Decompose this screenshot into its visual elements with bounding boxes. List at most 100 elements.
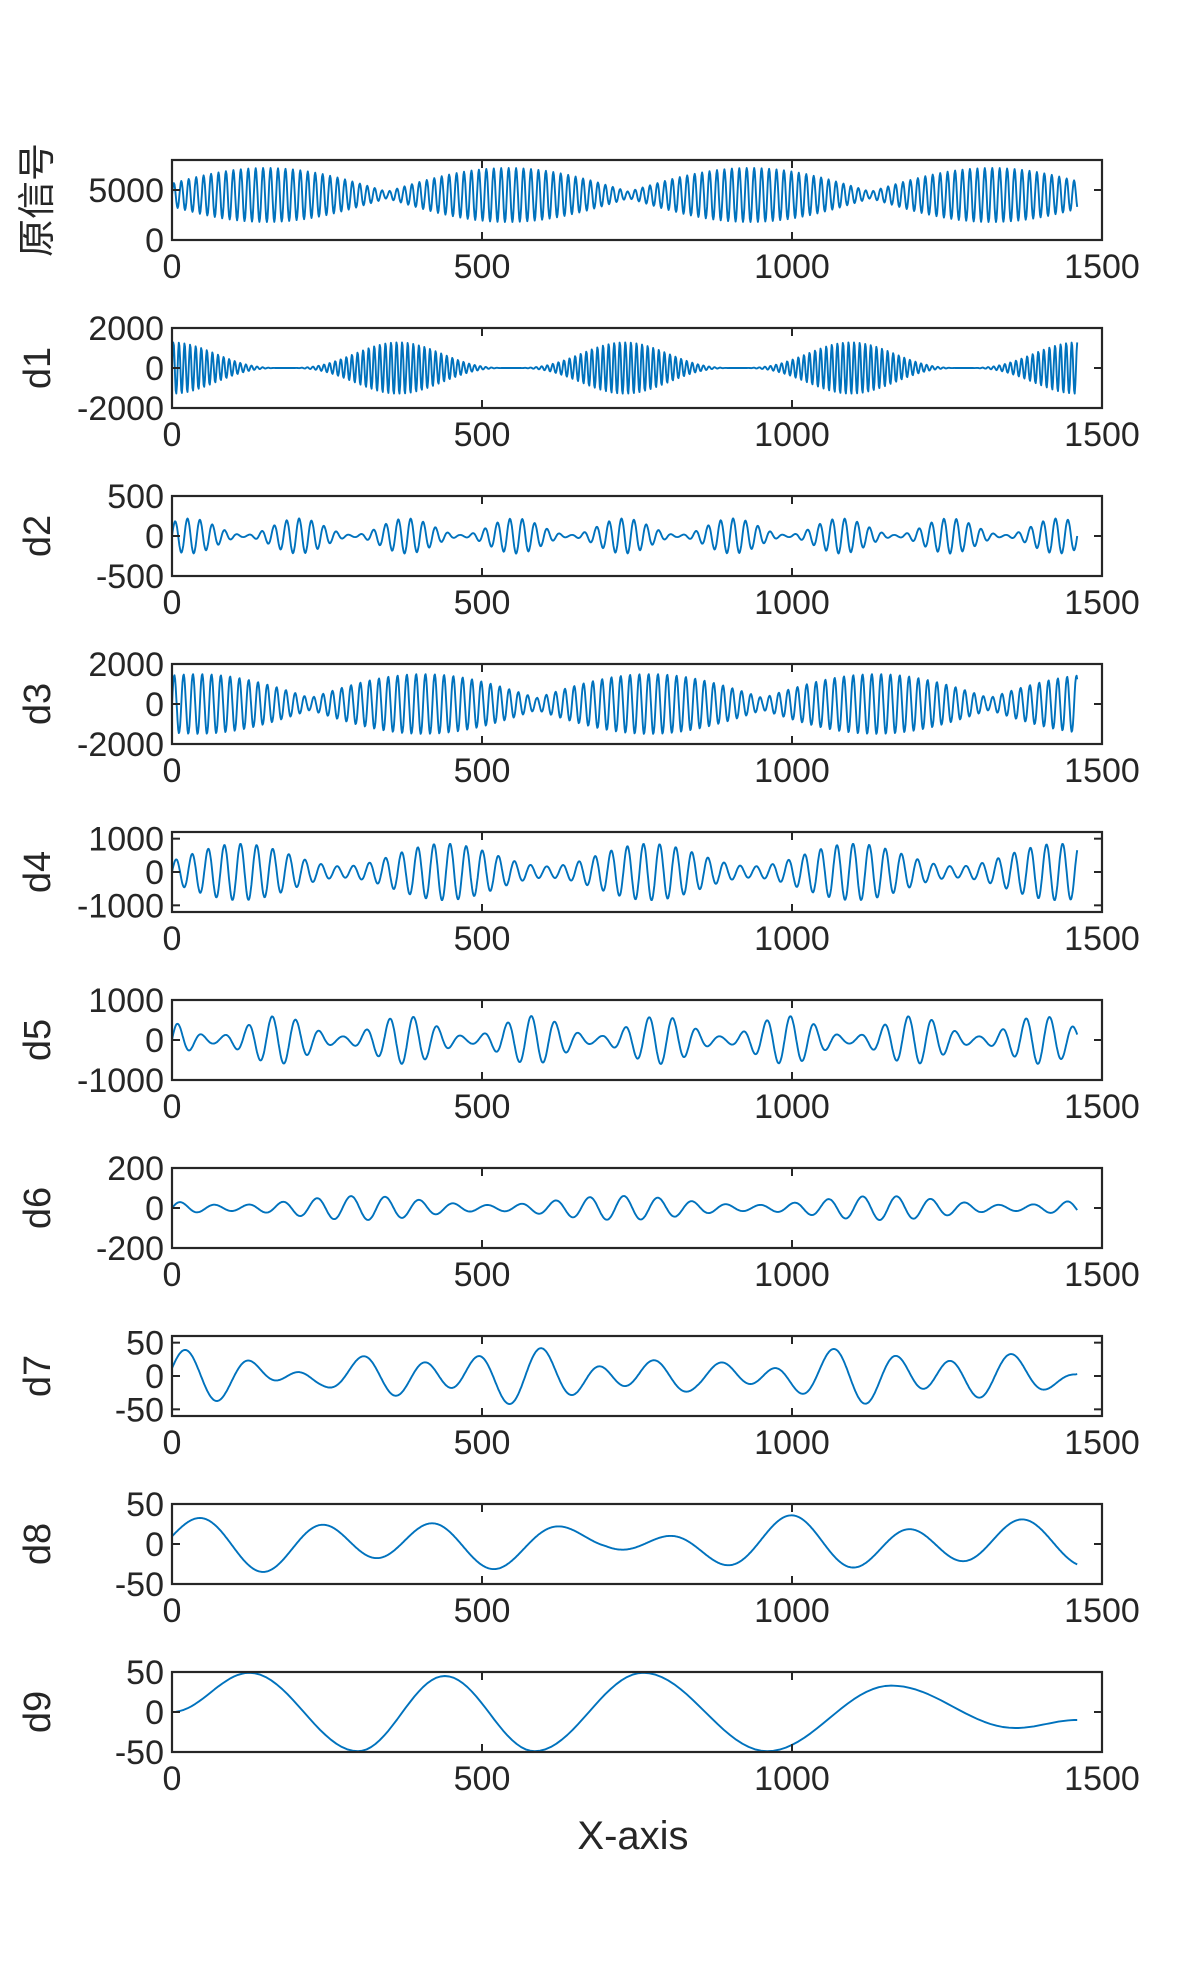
y-axis-label: 原信号 [17, 143, 59, 257]
axes-frame [170, 1502, 1104, 1586]
x-tick-label: 500 [454, 752, 511, 790]
x-tick-label: 1000 [754, 920, 830, 958]
y-tick-label: 50 [126, 1654, 164, 1692]
x-tick-label: 0 [163, 1088, 182, 1126]
y-tick-label: 0 [145, 1526, 164, 1564]
axes-frame [170, 998, 1104, 1082]
y-tick-label: 0 [145, 222, 164, 260]
y-tick-label: -500 [96, 558, 164, 596]
x-tick-label: 1000 [754, 1088, 830, 1126]
y-tick-label: -1000 [77, 887, 164, 925]
y-tick-label: -50 [115, 1566, 164, 1604]
series-line [171, 1514, 1078, 1573]
x-tick-label: 0 [163, 248, 182, 286]
y-axis-label: d4 [17, 851, 59, 893]
y-tick-label: 2000 [88, 646, 164, 684]
x-tick-label: 0 [163, 752, 182, 790]
y-tick-label: -200 [96, 1230, 164, 1268]
y-tick-label: 1000 [88, 821, 164, 859]
y-tick-label: 5000 [88, 172, 164, 210]
x-tick-label: 1500 [1064, 584, 1140, 622]
y-axis-label: d8 [17, 1523, 59, 1565]
x-tick-label: 1500 [1064, 416, 1140, 454]
y-tick-label: 0 [145, 686, 164, 724]
y-tick-label: -50 [115, 1734, 164, 1772]
y-tick-label: 0 [145, 518, 164, 556]
x-tick-label: 1500 [1064, 920, 1140, 958]
x-tick-label: 1000 [754, 584, 830, 622]
y-tick-label: 0 [145, 1022, 164, 1060]
series-line [171, 842, 1079, 902]
x-tick-label: 500 [454, 1424, 511, 1462]
x-tick-label: 0 [163, 584, 182, 622]
y-tick-label: 0 [145, 1190, 164, 1228]
x-tick-label: 500 [454, 248, 511, 286]
series-line [171, 167, 1079, 223]
x-tick-label: 500 [454, 1760, 511, 1798]
x-tick-label: 500 [454, 920, 511, 958]
y-tick-label: -50 [115, 1391, 164, 1429]
series-line [171, 1015, 1079, 1065]
y-axis-label: d2 [17, 515, 59, 557]
series-line [171, 673, 1079, 735]
x-tick-label: 1500 [1064, 1424, 1140, 1462]
series-line [171, 1347, 1078, 1405]
y-axis-label: d5 [17, 1019, 59, 1061]
y-axis-label: d3 [17, 683, 59, 725]
y-tick-label: 2000 [88, 310, 164, 348]
y-tick-label: 0 [145, 1358, 164, 1396]
y-tick-label: -2000 [77, 390, 164, 428]
axes-frame [170, 1166, 1104, 1250]
y-tick-label: 1000 [88, 982, 164, 1020]
x-tick-label: 1500 [1064, 1256, 1140, 1294]
series-line [171, 1195, 1078, 1221]
subplot-1: 0 500 1000 1500 0 5000 原信号 [17, 143, 1140, 286]
x-tick-label: 1500 [1064, 1760, 1140, 1798]
x-tick-label: 1500 [1064, 248, 1140, 286]
series-line [171, 1671, 1078, 1753]
y-axis-label: d9 [17, 1691, 59, 1733]
x-tick-label: 500 [454, 1256, 511, 1294]
x-tick-label: 1500 [1064, 752, 1140, 790]
y-axis-label: d6 [17, 1187, 59, 1229]
x-tick-label: 0 [163, 1760, 182, 1798]
x-tick-label: 500 [454, 1088, 511, 1126]
x-tick-label: 0 [163, 1256, 182, 1294]
x-tick-label: 0 [163, 920, 182, 958]
y-tick-label: 500 [107, 478, 164, 516]
x-axis-label: X-axis [577, 1814, 688, 1858]
x-tick-label: 500 [454, 416, 511, 454]
x-tick-label: 0 [163, 1592, 182, 1630]
x-tick-label: 500 [454, 584, 511, 622]
x-tick-label: 1000 [754, 1424, 830, 1462]
y-axis-label: d7 [17, 1355, 59, 1397]
x-tick-label: 500 [454, 1592, 511, 1630]
y-tick-label: -1000 [77, 1062, 164, 1100]
y-tick-label: 0 [145, 350, 164, 388]
y-tick-label: 200 [107, 1150, 164, 1188]
y-tick-label: 50 [126, 1325, 164, 1363]
y-tick-label: 0 [145, 1694, 164, 1732]
axes-frame [170, 158, 1104, 242]
x-tick-label: 1500 [1064, 1592, 1140, 1630]
series-line [171, 341, 1079, 395]
y-axis-label: d1 [17, 347, 59, 389]
x-tick-label: 0 [163, 1424, 182, 1462]
x-tick-label: 1000 [754, 752, 830, 790]
x-tick-label: 1000 [754, 416, 830, 454]
y-tick-label: -2000 [77, 726, 164, 764]
y-tick-label: 50 [126, 1486, 164, 1524]
x-tick-label: 1000 [754, 1256, 830, 1294]
series-line [171, 517, 1079, 555]
